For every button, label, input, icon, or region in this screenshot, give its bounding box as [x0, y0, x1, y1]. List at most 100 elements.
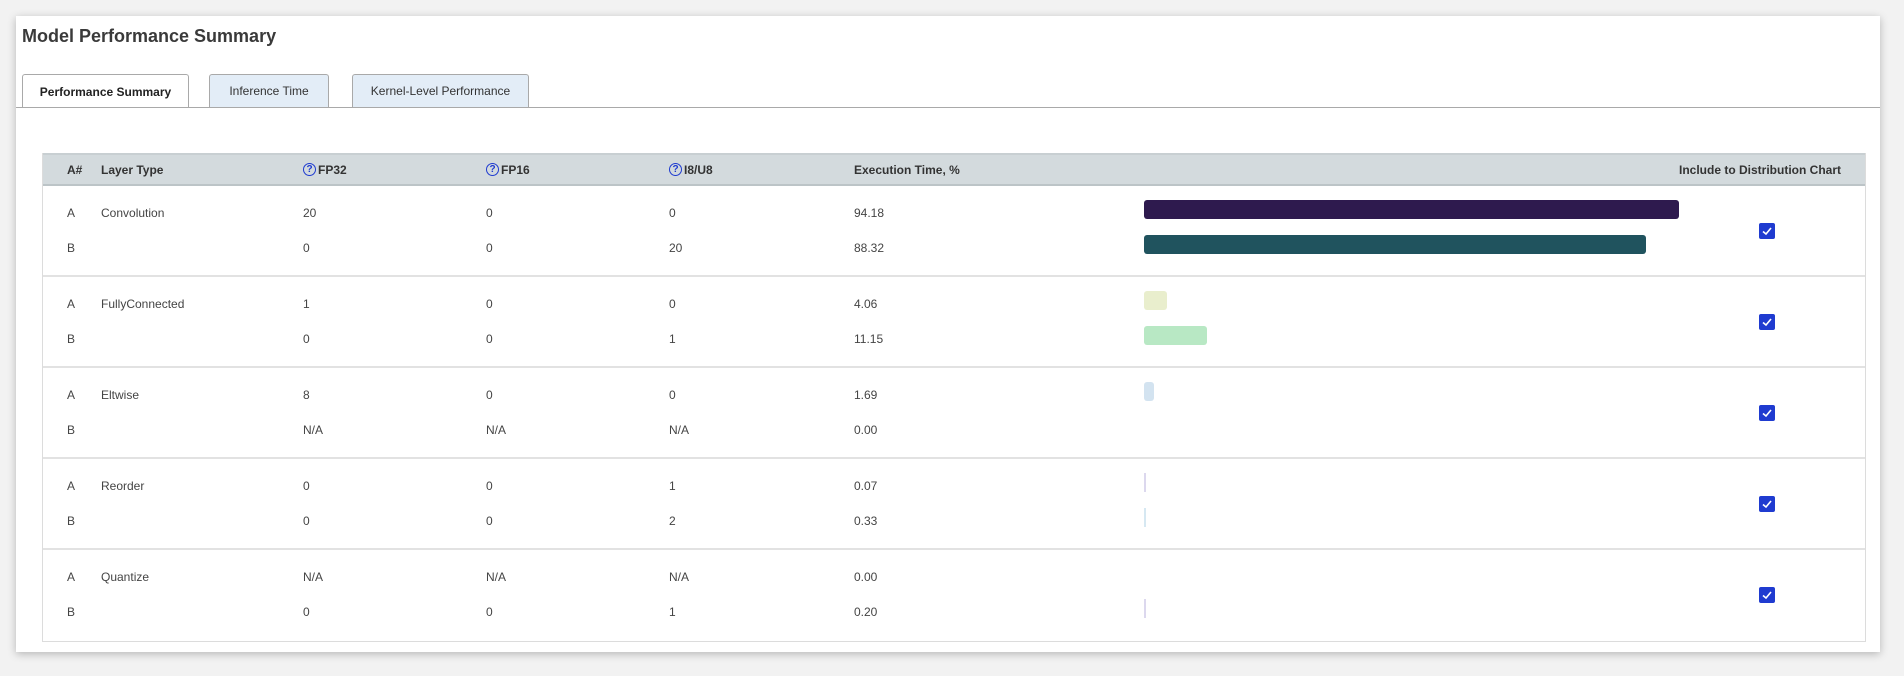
checkmark-icon: [1762, 500, 1772, 509]
tab-divider: [16, 107, 1880, 108]
cell-a-num: A: [67, 206, 76, 220]
cell-i8u8: 0: [669, 206, 676, 220]
cell-fp16: 0: [486, 241, 493, 255]
header-layer-type: Layer Type: [101, 162, 164, 177]
execution-time-bar: [1144, 382, 1154, 401]
cell-layer-type: FullyConnected: [101, 297, 185, 311]
cell-a-num: B: [67, 605, 76, 619]
cell-fp32: 20: [303, 206, 317, 220]
cell-exec-time: 0.33: [854, 514, 878, 528]
cell-exec-time: 0.00: [854, 423, 878, 437]
tab-label: Kernel-Level Performance: [370, 84, 511, 98]
cell-layer-type: Reorder: [101, 479, 145, 493]
checkmark-icon: [1762, 591, 1772, 600]
cell-i8u8: 0: [669, 297, 676, 311]
header-fp16: ? FP16: [486, 155, 530, 184]
tab-kernel-level-performance[interactable]: Kernel-Level Performance: [352, 74, 529, 107]
cell-a-num: B: [67, 332, 76, 346]
cell-fp16: 0: [486, 514, 493, 528]
cell-fp32: 0: [303, 605, 310, 619]
tab-label: Performance Summary: [39, 84, 172, 99]
cell-fp16: 0: [486, 605, 493, 619]
include-distribution-checkbox[interactable]: [1759, 314, 1775, 330]
tab-performance-summary[interactable]: Performance Summary: [22, 74, 189, 108]
cell-fp16: N/A: [486, 423, 507, 437]
cell-a-num: A: [67, 479, 76, 493]
cell-a-num: B: [67, 423, 76, 437]
help-icon[interactable]: ?: [303, 163, 316, 176]
table-row-group: Reorder A 0 0 1 0.07 B 0 0 2 0.33: [43, 459, 1865, 550]
cell-layer-type: Quantize: [101, 570, 150, 584]
include-distribution-checkbox[interactable]: [1759, 496, 1775, 512]
cell-fp32: 0: [303, 514, 310, 528]
header-i8u8-label: I8/U8: [684, 162, 713, 177]
execution-time-bar: [1144, 473, 1146, 492]
table-row-group: FullyConnected A 1 0 0 4.06 B 0 0 1 11.15: [43, 277, 1865, 368]
cell-a-num: B: [67, 241, 76, 255]
cell-fp32: 0: [303, 479, 310, 493]
cell-i8u8: N/A: [669, 423, 690, 437]
cell-fp16: 0: [486, 388, 493, 402]
execution-time-bar: [1144, 291, 1168, 310]
cell-a-num: A: [67, 570, 76, 584]
table-row-group: Convolution A 20 0 0 94.18 B 0 0 20 88.32: [43, 186, 1865, 277]
include-distribution-checkbox[interactable]: [1759, 223, 1775, 239]
cell-layer-type: Eltwise: [101, 388, 140, 402]
header-fp32-label: FP32: [318, 162, 347, 177]
cell-exec-time: 4.06: [854, 297, 878, 311]
execution-time-bar: [1144, 599, 1146, 618]
tab-inference-time[interactable]: Inference Time: [209, 74, 329, 107]
cell-fp32: 0: [303, 332, 310, 346]
table-header: A# Layer Type ? FP32 ? FP16 ? I8/U8 Exec…: [43, 153, 1865, 186]
cell-fp32: 8: [303, 388, 310, 402]
cell-i8u8: 1: [669, 605, 676, 619]
cell-fp32: N/A: [303, 570, 324, 584]
tab-label: Inference Time: [229, 84, 309, 98]
header-fp32: ? FP32: [303, 155, 347, 184]
cell-exec-time: 94.18: [854, 206, 885, 220]
execution-time-bar: [1144, 508, 1146, 527]
help-icon[interactable]: ?: [486, 163, 499, 176]
execution-time-bar: [1144, 326, 1208, 345]
cell-fp16: 0: [486, 297, 493, 311]
cell-fp16: 0: [486, 479, 493, 493]
cell-i8u8: 2: [669, 514, 676, 528]
cell-a-num: A: [67, 388, 76, 402]
help-icon[interactable]: ?: [669, 163, 682, 176]
checkmark-icon: [1762, 227, 1772, 236]
header-fp16-label: FP16: [501, 162, 530, 177]
model-performance-panel: Model Performance Summary Performance Su…: [16, 16, 1880, 652]
cell-exec-time: 0.07: [854, 479, 878, 493]
cell-i8u8: N/A: [669, 570, 690, 584]
cell-a-num: B: [67, 514, 76, 528]
table-row-group: Eltwise A 8 0 0 1.69 B N/A N/A N/A 0.00: [43, 368, 1865, 459]
header-i8u8: ? I8/U8: [669, 155, 713, 184]
include-distribution-checkbox[interactable]: [1759, 587, 1775, 603]
cell-exec-time: 0.20: [854, 605, 878, 619]
cell-i8u8: 20: [669, 241, 683, 255]
cell-i8u8: 1: [669, 479, 676, 493]
header-exec-time: Execution Time, %: [854, 162, 960, 177]
cell-fp32: 0: [303, 241, 310, 255]
page-title: Model Performance Summary: [22, 26, 277, 46]
cell-exec-time: 11.15: [854, 332, 884, 346]
cell-fp16: N/A: [486, 570, 507, 584]
cell-exec-time: 1.69: [854, 388, 878, 402]
performance-table: A# Layer Type ? FP32 ? FP16 ? I8/U8 Exec…: [42, 153, 1866, 642]
execution-time-bar: [1144, 235, 1646, 254]
header-a-num: A#: [67, 162, 83, 177]
checkmark-icon: [1762, 409, 1772, 418]
cell-fp16: 0: [486, 206, 493, 220]
cell-layer-type: Convolution: [101, 206, 165, 220]
cell-fp32: N/A: [303, 423, 324, 437]
cell-i8u8: 1: [669, 332, 676, 346]
header-include-chart: Include to Distribution Chart: [1679, 162, 1841, 177]
cell-fp16: 0: [486, 332, 493, 346]
cell-exec-time: 0.00: [854, 570, 878, 584]
cell-a-num: A: [67, 297, 76, 311]
checkmark-icon: [1762, 318, 1772, 327]
table-row-group: Quantize A N/A N/A N/A 0.00 B 0 0 1 0.20: [43, 550, 1865, 641]
include-distribution-checkbox[interactable]: [1759, 405, 1775, 421]
cell-i8u8: 0: [669, 388, 676, 402]
cell-exec-time: 88.32: [854, 241, 885, 255]
